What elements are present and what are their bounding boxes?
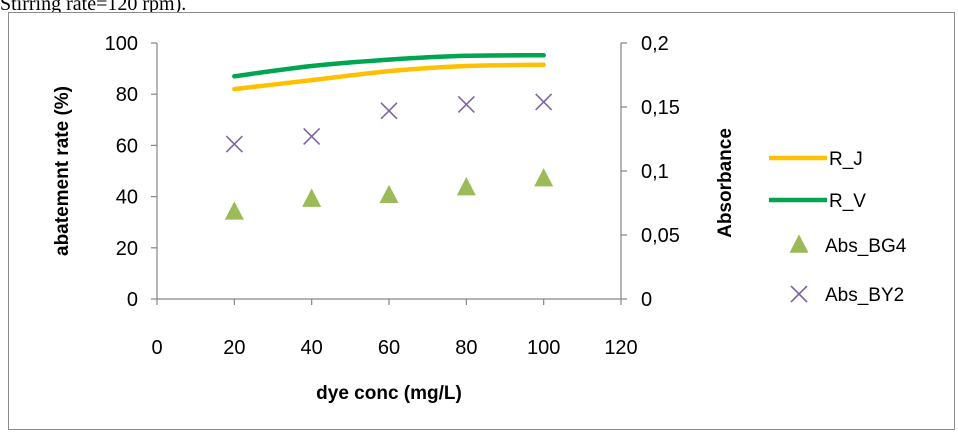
x-marker-stroke [225, 135, 243, 153]
x-marker-stroke [535, 93, 553, 111]
legend-label: R_V [829, 191, 866, 212]
y-axis-title: abatement rate (%) [52, 86, 73, 256]
x-marker-stroke [790, 285, 808, 303]
y2-tick-label: 0,1 [641, 161, 669, 183]
x-tick-label: 20 [223, 337, 245, 359]
data-point-abs-bg4 [302, 188, 322, 207]
legend-item-r-j: R_J [769, 149, 863, 170]
y-tick-label: 40 [116, 187, 138, 209]
x-tick-label: 80 [455, 337, 477, 359]
series-line-r-j [232, 62, 546, 92]
legend-item-r-v: R_V [769, 191, 866, 212]
x-axis-title: dye conc (mg/L) [316, 383, 462, 404]
y2-tick-label: 0,15 [641, 97, 680, 119]
x-tick-label: 100 [527, 337, 560, 359]
legend-label: Abs_BY2 [825, 285, 904, 306]
legend-swatch-x [790, 285, 808, 303]
data-point-abs-by2 [535, 93, 553, 111]
x-marker-stroke [457, 95, 475, 114]
data-point-abs-by2 [457, 95, 475, 114]
y2-axis-title: Absorbance [715, 128, 736, 238]
y-tick-label: 0 [127, 289, 138, 311]
y-tick-label: 20 [116, 238, 138, 260]
y2-tick-label: 0,2 [641, 33, 669, 55]
data-point-abs-bg4 [224, 201, 244, 220]
x-marker-stroke [380, 102, 398, 120]
legend-item-abs-bg4: Abs_BG4 [789, 234, 907, 257]
plot-layer [224, 53, 554, 220]
data-point-abs-bg4 [534, 168, 554, 187]
legend-label: R_J [829, 149, 863, 170]
y2-tick-label: 0,05 [641, 225, 680, 247]
x-tick-label: 60 [378, 337, 400, 359]
chart-svg: 0 20 40 60 80 100 0 0,05 0,1 0,15 0,2 0 20 40 60 80 100 1… [52, 33, 907, 404]
data-point-abs-bg4 [456, 177, 476, 196]
x-marker-stroke [303, 127, 321, 146]
data-point-abs-by2 [380, 102, 398, 120]
axes-layer: 0 20 40 60 80 100 0 0,05 0,1 0,15 0,2 0 20 40 60 80 100 1… [105, 33, 680, 359]
chart-container: 0 20 40 60 80 100 0 0,05 0,1 0,15 0,2 0 20 40 60 80 100 1… [8, 12, 955, 430]
figure-caption: Stirring rate=120 rpm). [0, 0, 187, 15]
x-tick-label: 120 [604, 337, 637, 359]
data-point-abs-by2 [303, 127, 321, 146]
data-point-abs-bg4 [379, 184, 399, 204]
legend-label: Abs_BG4 [825, 236, 907, 257]
data-point-abs-by2 [225, 135, 243, 153]
y-tick-label: 80 [116, 84, 138, 106]
legend-swatch-triangle [789, 234, 809, 253]
legend-item-abs-by2: Abs_BY2 [790, 285, 904, 306]
y2-tick-label: 0 [641, 289, 652, 311]
y-tick-label: 60 [116, 135, 138, 157]
legend: R_J R_V Abs_BG4 Abs_BY2 [769, 149, 907, 306]
x-tick-label: 0 [151, 337, 162, 359]
y-tick-label: 100 [105, 33, 138, 55]
series-line-r-v [232, 53, 546, 79]
x-tick-label: 40 [301, 337, 323, 359]
